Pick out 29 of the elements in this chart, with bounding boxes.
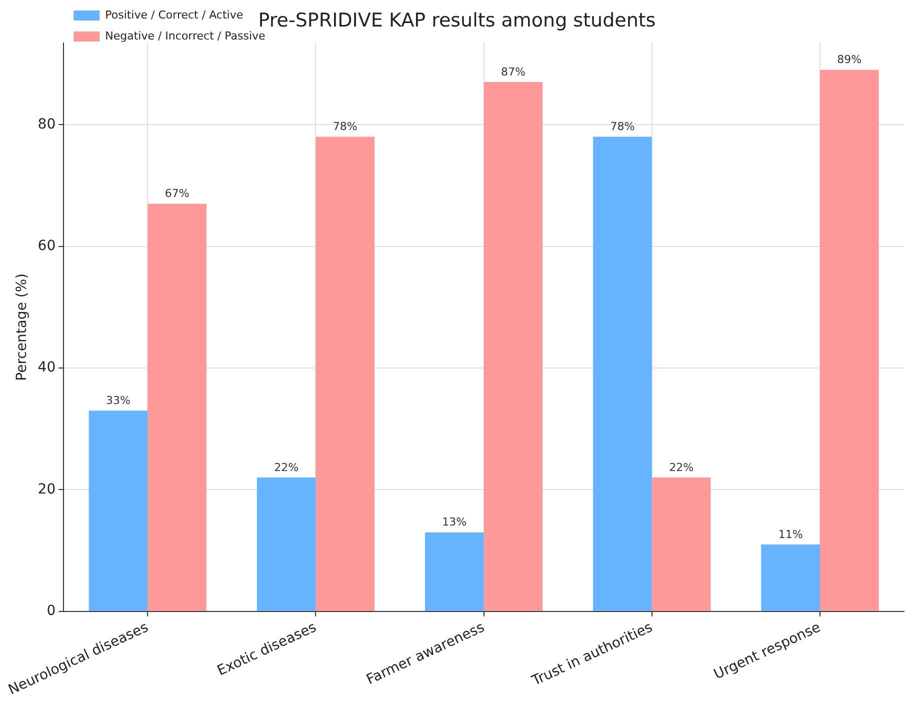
bar xyxy=(761,544,820,611)
bar xyxy=(593,136,652,611)
bar xyxy=(652,478,711,611)
legend-label: Positive / Correct / Active xyxy=(105,8,244,22)
bar xyxy=(256,478,316,611)
data-label: 22% xyxy=(274,460,299,474)
y-axis-title: Percentage (%) xyxy=(14,273,30,381)
data-label: 33% xyxy=(106,394,130,407)
bar xyxy=(88,410,148,611)
chart-title: Pre-SPRIDIVE KAP results among students xyxy=(258,9,656,32)
bar xyxy=(316,136,375,611)
bar xyxy=(148,204,206,611)
data-label: 89% xyxy=(837,53,862,66)
y-tick-label: 60 xyxy=(38,238,56,254)
data-label: 13% xyxy=(442,516,467,529)
data-label: 78% xyxy=(610,120,635,134)
legend-label: Negative / Incorrect / Passive xyxy=(105,29,266,42)
bar xyxy=(820,70,879,611)
data-label: 22% xyxy=(669,460,694,474)
data-label: 78% xyxy=(332,120,358,134)
bar xyxy=(424,532,484,611)
data-label: 11% xyxy=(778,528,803,541)
data-label: 87% xyxy=(500,65,526,78)
y-tick-label: 0 xyxy=(46,603,56,620)
y-tick-label: 40 xyxy=(38,360,56,376)
bar xyxy=(484,82,543,611)
data-label: 67% xyxy=(164,187,190,200)
y-tick-label: 80 xyxy=(38,116,56,132)
y-tick-label: 20 xyxy=(38,481,56,498)
